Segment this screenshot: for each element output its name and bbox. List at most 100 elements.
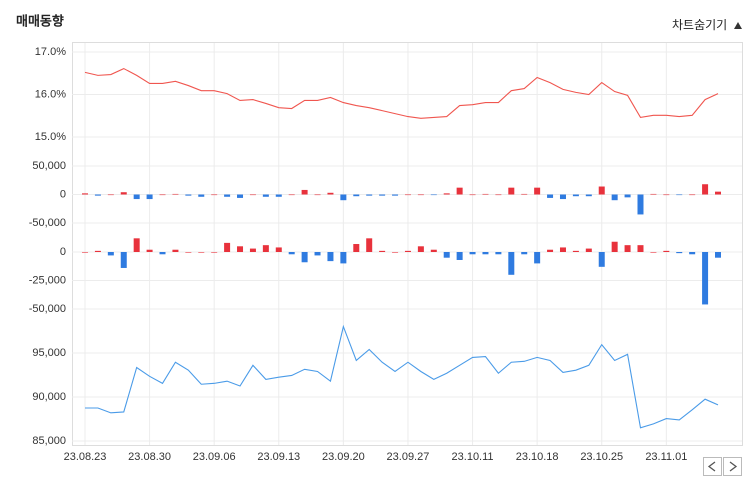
bar <box>172 193 179 195</box>
bar <box>340 194 347 201</box>
bar <box>392 194 399 196</box>
x-tick-label: 23.09.06 <box>193 451 236 463</box>
price-line <box>85 324 719 429</box>
nav-next-box[interactable] <box>723 457 742 476</box>
bar <box>702 252 709 305</box>
bar <box>637 194 644 215</box>
bar <box>456 187 463 195</box>
bar <box>314 252 321 256</box>
bar <box>430 194 437 196</box>
bar <box>404 250 411 252</box>
bar <box>611 241 618 252</box>
y-tick-label: 17.0% <box>35 46 66 58</box>
bar <box>159 194 166 196</box>
bar <box>120 192 127 195</box>
bar <box>120 252 127 268</box>
y-tick-label: -25,000 <box>29 274 66 286</box>
nav-prev[interactable] <box>703 457 722 476</box>
bar <box>404 194 411 196</box>
bar <box>288 252 295 255</box>
bar <box>185 252 192 253</box>
bar <box>275 247 282 252</box>
bar <box>702 184 709 195</box>
bar <box>547 249 554 252</box>
bar <box>340 252 347 264</box>
bar <box>469 252 476 255</box>
bar <box>443 252 450 258</box>
bar <box>469 194 476 196</box>
bar <box>417 194 424 196</box>
bar <box>495 194 502 196</box>
bar <box>107 252 114 256</box>
bar <box>133 238 140 252</box>
y-tick-label: 0 <box>60 246 66 258</box>
bar <box>82 193 88 195</box>
bar <box>572 250 579 252</box>
y-tick-label: -50,000 <box>29 217 66 229</box>
bar <box>198 194 205 197</box>
bar <box>585 194 592 197</box>
bar <box>301 189 308 195</box>
x-tick-label: 23.08.23 <box>64 451 107 463</box>
bar <box>211 194 218 196</box>
x-tick-label: 23.10.25 <box>580 451 623 463</box>
bar <box>366 194 373 196</box>
bar <box>689 252 696 255</box>
bar <box>443 193 450 195</box>
bar <box>482 193 489 195</box>
bar <box>456 252 463 260</box>
bar <box>611 194 618 201</box>
y-tick-label: 90,000 <box>32 391 66 403</box>
bar <box>585 248 592 252</box>
bar <box>598 252 605 267</box>
price-line <box>84 67 719 119</box>
y-tick-label: 15.0% <box>35 131 66 143</box>
bar <box>534 187 541 195</box>
nav-next[interactable] <box>723 457 742 476</box>
bar <box>327 252 334 262</box>
panel-title: 매매동향 <box>16 13 64 28</box>
bar <box>534 252 541 264</box>
bar <box>366 238 373 252</box>
toggle-arrow[interactable] <box>734 22 742 29</box>
bar <box>650 193 657 195</box>
bar <box>353 244 360 252</box>
nav-prev-icon[interactable] <box>707 461 716 472</box>
bar <box>224 242 231 252</box>
bar <box>715 252 721 258</box>
bar <box>508 187 515 195</box>
bar <box>224 194 231 197</box>
bar <box>482 252 489 255</box>
bar <box>379 250 386 252</box>
bar <box>301 252 308 263</box>
x-tick-label: 23.09.20 <box>322 451 365 463</box>
hide-chart-toggle[interactable]: 차트숨기기 <box>672 18 727 32</box>
bar <box>392 252 399 253</box>
bar <box>146 249 153 252</box>
bar <box>94 194 101 196</box>
bar <box>262 194 269 197</box>
bar <box>676 252 683 254</box>
bar <box>521 193 528 195</box>
nav-next-icon[interactable] <box>729 461 738 472</box>
x-tick-label: 23.10.18 <box>516 451 559 463</box>
bar <box>650 252 657 253</box>
bar <box>547 194 554 198</box>
bar <box>275 194 282 197</box>
bar <box>676 194 683 196</box>
bar <box>521 252 528 255</box>
nav-prev-box[interactable] <box>703 457 722 476</box>
bar <box>417 246 424 252</box>
bar <box>508 252 515 275</box>
bar <box>663 250 670 252</box>
bar <box>624 194 631 198</box>
y-tick-label: -50,000 <box>29 303 66 315</box>
y-tick-label: 85,000 <box>32 435 66 447</box>
bar <box>146 194 153 200</box>
bar <box>198 252 205 253</box>
bar <box>689 194 696 196</box>
bar <box>211 252 218 253</box>
bar <box>353 194 360 197</box>
bar <box>249 248 256 252</box>
